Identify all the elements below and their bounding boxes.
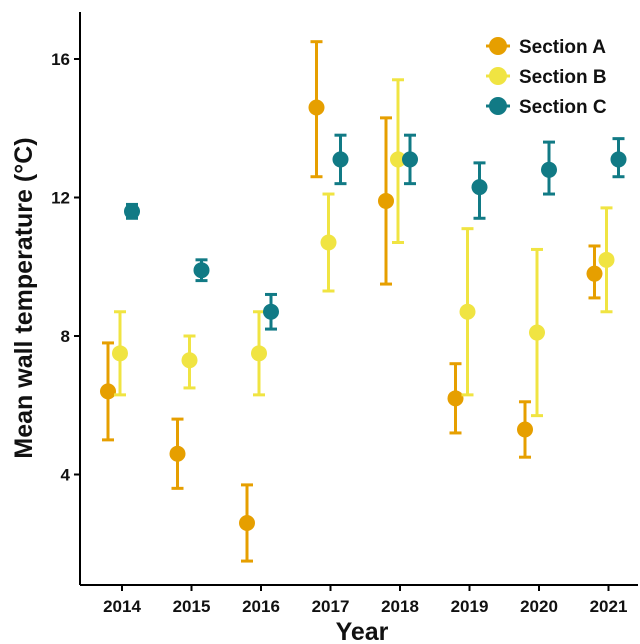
data-point <box>194 262 210 278</box>
x-ticks: 2014 2015 2016 2017 2018 2019 2020 2021 <box>103 585 627 616</box>
data-point <box>333 151 349 167</box>
x-axis-title: Year <box>336 618 389 644</box>
data-point <box>182 352 198 368</box>
data-point <box>472 179 488 195</box>
x-tick-label: 2018 <box>381 597 419 616</box>
data-point <box>112 345 128 361</box>
data-point <box>309 99 325 115</box>
series-section-a <box>100 42 603 561</box>
legend-key-dot <box>489 97 507 115</box>
data-point <box>587 266 603 282</box>
y-tick-label: 12 <box>51 189 70 208</box>
legend-item: Section A <box>486 37 606 58</box>
legend-key-dot <box>489 37 507 55</box>
data-point <box>263 304 279 320</box>
data-point <box>611 151 627 167</box>
data-point <box>541 162 557 178</box>
legend: Section A Section B Section C <box>486 37 607 118</box>
y-ticks: 4 8 12 16 <box>51 50 80 485</box>
data-point <box>448 390 464 406</box>
y-tick-label: 16 <box>51 50 70 69</box>
data-point <box>251 345 267 361</box>
data-point <box>517 421 533 437</box>
legend-label: Section C <box>519 97 607 118</box>
x-tick-label: 2021 <box>590 597 628 616</box>
data-point <box>402 151 418 167</box>
plot-marks <box>100 42 627 561</box>
y-axis-title: Mean wall temperature (°C) <box>10 137 38 458</box>
legend-item: Section C <box>486 97 607 118</box>
y-tick-label: 4 <box>61 466 71 485</box>
series-section-b <box>112 80 615 416</box>
data-point <box>170 446 186 462</box>
legend-label: Section A <box>519 37 606 58</box>
legend-key-dot <box>489 67 507 85</box>
x-tick-label: 2020 <box>520 597 558 616</box>
x-tick-label: 2016 <box>242 597 280 616</box>
data-point <box>100 383 116 399</box>
x-tick-label: 2019 <box>451 597 489 616</box>
x-tick-label: 2014 <box>103 597 141 616</box>
legend-label: Section B <box>519 67 607 88</box>
x-tick-label: 2017 <box>312 597 350 616</box>
y-tick-label: 8 <box>61 327 70 346</box>
series-section-c <box>124 135 627 329</box>
data-point <box>321 235 337 251</box>
data-point <box>378 193 394 209</box>
data-point <box>124 203 140 219</box>
x-tick-label: 2015 <box>173 597 211 616</box>
data-point <box>529 325 545 341</box>
data-point <box>460 304 476 320</box>
data-point <box>239 515 255 531</box>
data-point <box>599 252 615 268</box>
legend-item: Section B <box>486 67 607 88</box>
